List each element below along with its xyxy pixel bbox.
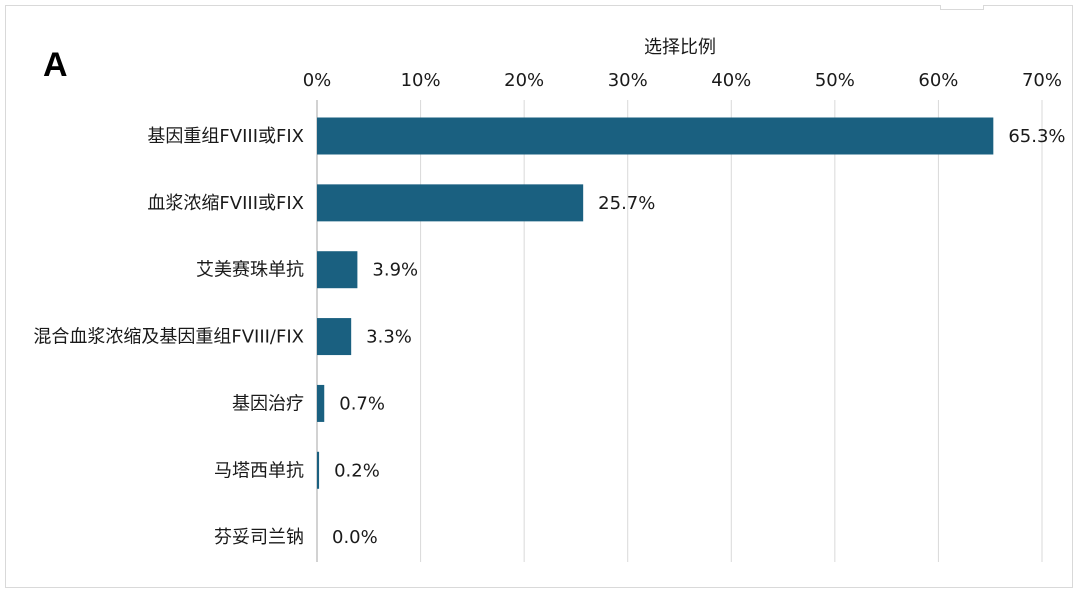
corner-tab [940, 5, 984, 10]
bar [317, 251, 358, 289]
value-label: 0.7% [339, 393, 385, 414]
tick-label: 60% [918, 70, 958, 91]
bar [317, 384, 325, 422]
bar [317, 117, 994, 155]
tick-label: 70% [1022, 70, 1062, 91]
category-label: 芬妥司兰钠 [214, 527, 304, 548]
value-labels: 65.3% 25.7% 3.9% 3.3% 0.7% 0.2% 0.0% [332, 126, 1066, 548]
tick-label: 50% [815, 70, 855, 91]
value-label: 65.3% [1008, 126, 1065, 147]
tick-label: 40% [711, 70, 751, 91]
category-label: 艾美赛珠单抗 [196, 260, 304, 281]
tick-label: 20% [504, 70, 544, 91]
value-label: 25.7% [598, 193, 655, 214]
gridlines [316, 100, 1043, 562]
value-label: 0.2% [334, 460, 380, 481]
bar [317, 451, 320, 489]
value-label: 3.9% [372, 260, 418, 281]
category-label: 马塔西单抗 [214, 460, 304, 481]
bar [317, 184, 584, 222]
tick-labels: 0% 10% 20% 30% 40% 50% 60% 70% [303, 70, 1062, 91]
bars [317, 117, 994, 489]
category-label: 基因治疗 [232, 393, 304, 414]
axis-title: 选择比例 [644, 37, 716, 58]
panel-label: A [43, 46, 68, 84]
tick-label: 30% [608, 70, 648, 91]
chart-frame [5, 5, 1073, 588]
tick-label: 10% [401, 70, 441, 91]
tick-label: 0% [303, 70, 332, 91]
category-label: 基因重组FVIII或FIX [147, 126, 304, 147]
value-label: 0.0% [332, 527, 378, 548]
bar [317, 318, 352, 356]
category-label: 血浆浓缩FVIII或FIX [147, 193, 304, 214]
category-labels: 基因重组FVIII或FIX 血浆浓缩FVIII或FIX 艾美赛珠单抗混合血浆浓缩及基… [33, 126, 304, 548]
value-label: 3.3% [366, 327, 412, 348]
category-label: 混合血浆浓缩及基因重组FVIII/FIX [33, 327, 304, 348]
